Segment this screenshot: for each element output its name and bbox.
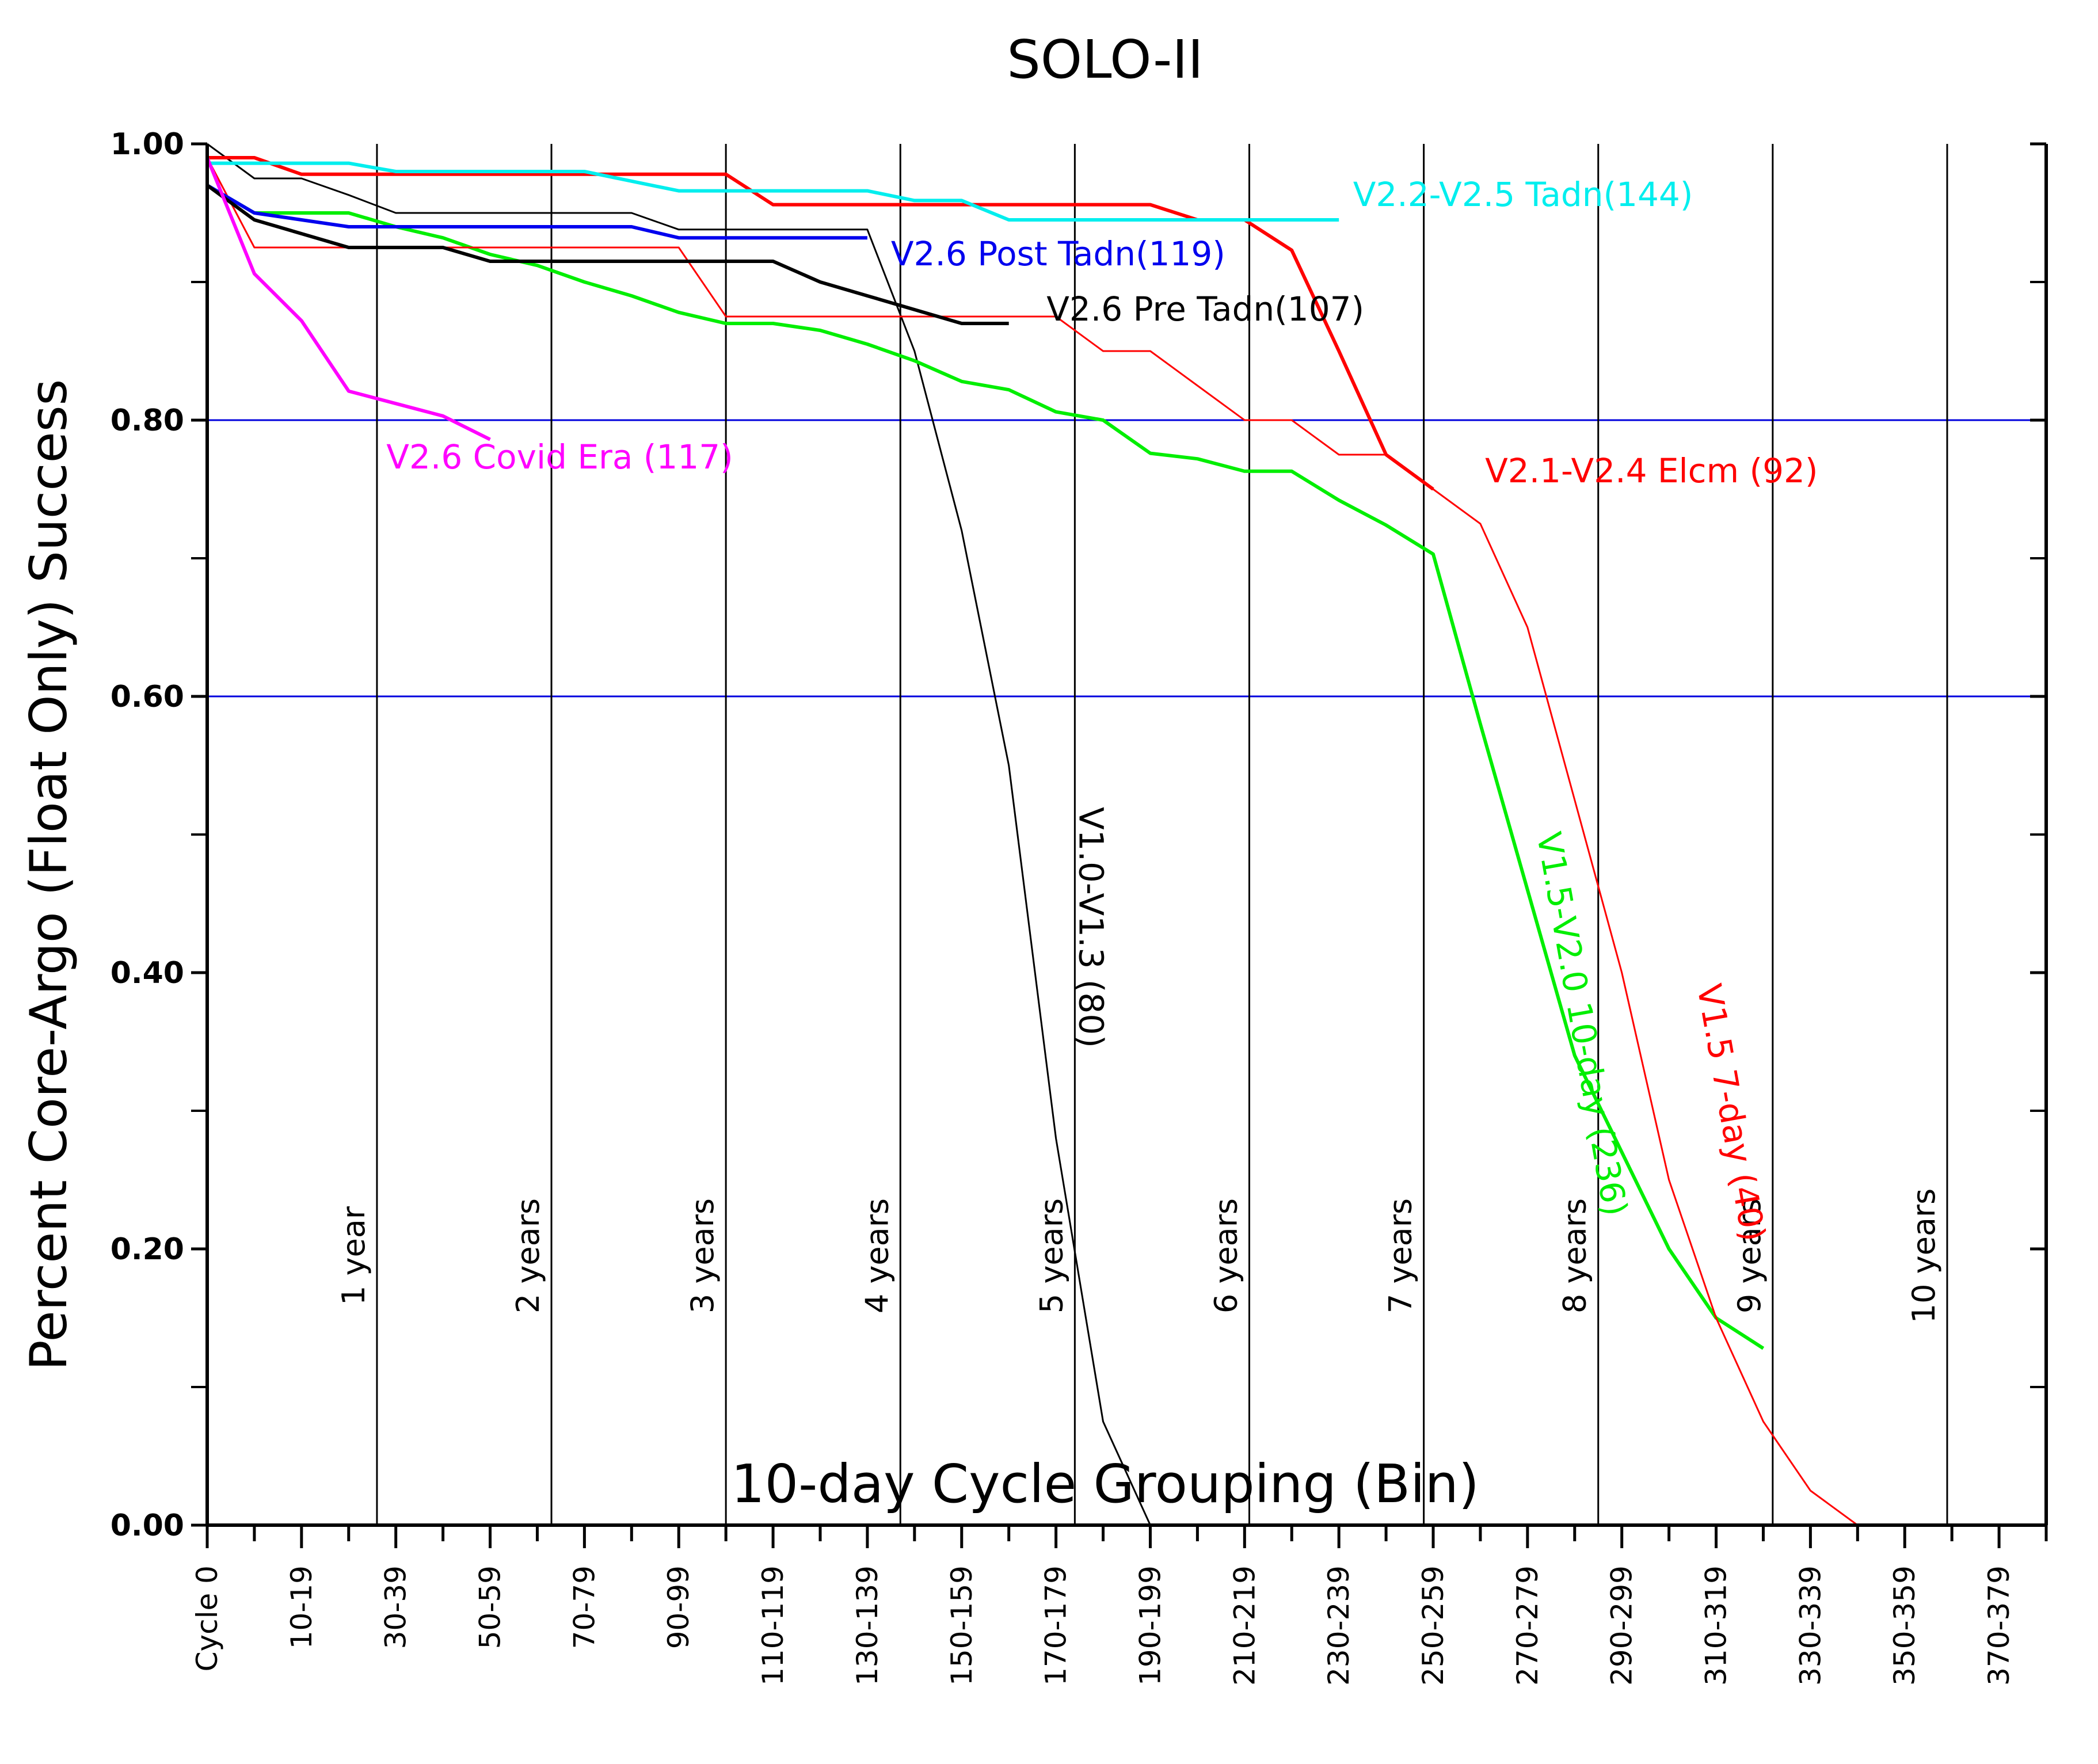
series-line-v2-6-covid-era-117 [205,157,491,441]
y-tick-label-1: 0.20 [111,1232,184,1267]
y-tick-label-4: 0.80 [111,403,184,438]
series-label-v2-1-v2-4-elcm-92: V2.1-V2.4 Elcm (92) [1485,451,1818,490]
year-marker-label-4: 5 years [1033,1198,1069,1313]
year-marker-label-2: 3 years [684,1198,721,1313]
series-line-v1-0-v1-3-80 [207,143,1151,1526]
chart-title: SOLO-II [1007,29,1203,90]
x-tick-label-14: 270-279 [1511,1565,1544,1686]
year-marker-label-8: 9 years [1731,1198,1768,1313]
x-tick-label-13: 250-259 [1417,1565,1450,1686]
y-tick-label-5: 1.00 [111,127,184,162]
series-line-v1-5-7-day-40 [206,157,1859,1526]
year-marker-label-9: 10 years [1906,1188,1942,1323]
series-line-v2-6-post-tadn-119 [206,184,867,240]
series-line-v2-6-pre-tadn-107 [206,184,1009,325]
x-tick-label-2: 30-39 [379,1565,413,1649]
x-tick-label-16: 310-319 [1700,1565,1733,1686]
series-label-v1-0-v1-3-80: V1.0-V1.3 (80) [1072,807,1111,1048]
series-label-v2-6-pre-tadn-107: V2.6 Pre Tadn(107) [1046,289,1364,329]
x-tick-label-5: 90-99 [662,1565,695,1649]
x-tick-label-0: Cycle 0 [191,1565,224,1671]
x-tick-label-17: 330-339 [1794,1565,1827,1686]
x-tick-label-7: 130-139 [851,1565,884,1686]
y-tick-label-0: 0.00 [111,1508,184,1543]
x-axis-label: 10-day Cycle Grouping (Bin) [731,1453,1479,1515]
year-marker-label-0: 1 year [336,1206,372,1305]
x-tick-label-4: 70-79 [568,1565,601,1649]
series-line-v1-5-v2-0-10-day-236 [206,184,1765,1350]
y-tick-label-3: 0.60 [111,680,184,714]
year-marker-label-7: 8 years [1557,1198,1593,1313]
y-tick-label-2: 0.40 [111,956,184,990]
x-tick-label-9: 170-179 [1040,1565,1073,1686]
series-label-v2-2-v2-5-tadn-144: V2.2-V2.5 Tadn(144) [1353,175,1693,214]
year-marker-label-1: 2 years [510,1198,546,1313]
x-tick-label-10: 190-199 [1133,1565,1167,1686]
x-tick-label-11: 210-219 [1228,1565,1261,1686]
x-tick-label-1: 10-19 [285,1565,318,1649]
x-tick-label-3: 50-59 [474,1565,507,1649]
year-marker-label-3: 4 years [859,1198,895,1313]
year-marker-label-5: 6 years [1208,1198,1244,1313]
y-axis-label: Percent Core-Argo (Float Only) Success [19,379,78,1371]
year-marker-label-6: 7 years [1383,1198,1419,1313]
x-tick-label-12: 230-239 [1322,1565,1355,1686]
series-line-v2-2-v2-5-tadn-144 [207,161,1339,222]
series-label-v2-6-post-tadn-119: V2.6 Post Tadn(119) [891,234,1225,273]
x-tick-label-6: 110-119 [756,1565,790,1686]
x-tick-label-15: 290-299 [1605,1565,1639,1686]
x-tick-label-19: 370-379 [1982,1565,2016,1686]
x-tick-label-18: 350-359 [1888,1565,1921,1686]
x-tick-label-8: 150-159 [945,1565,978,1686]
series-label-v2-6-covid-era-117: V2.6 Covid Era (117) [386,437,733,477]
